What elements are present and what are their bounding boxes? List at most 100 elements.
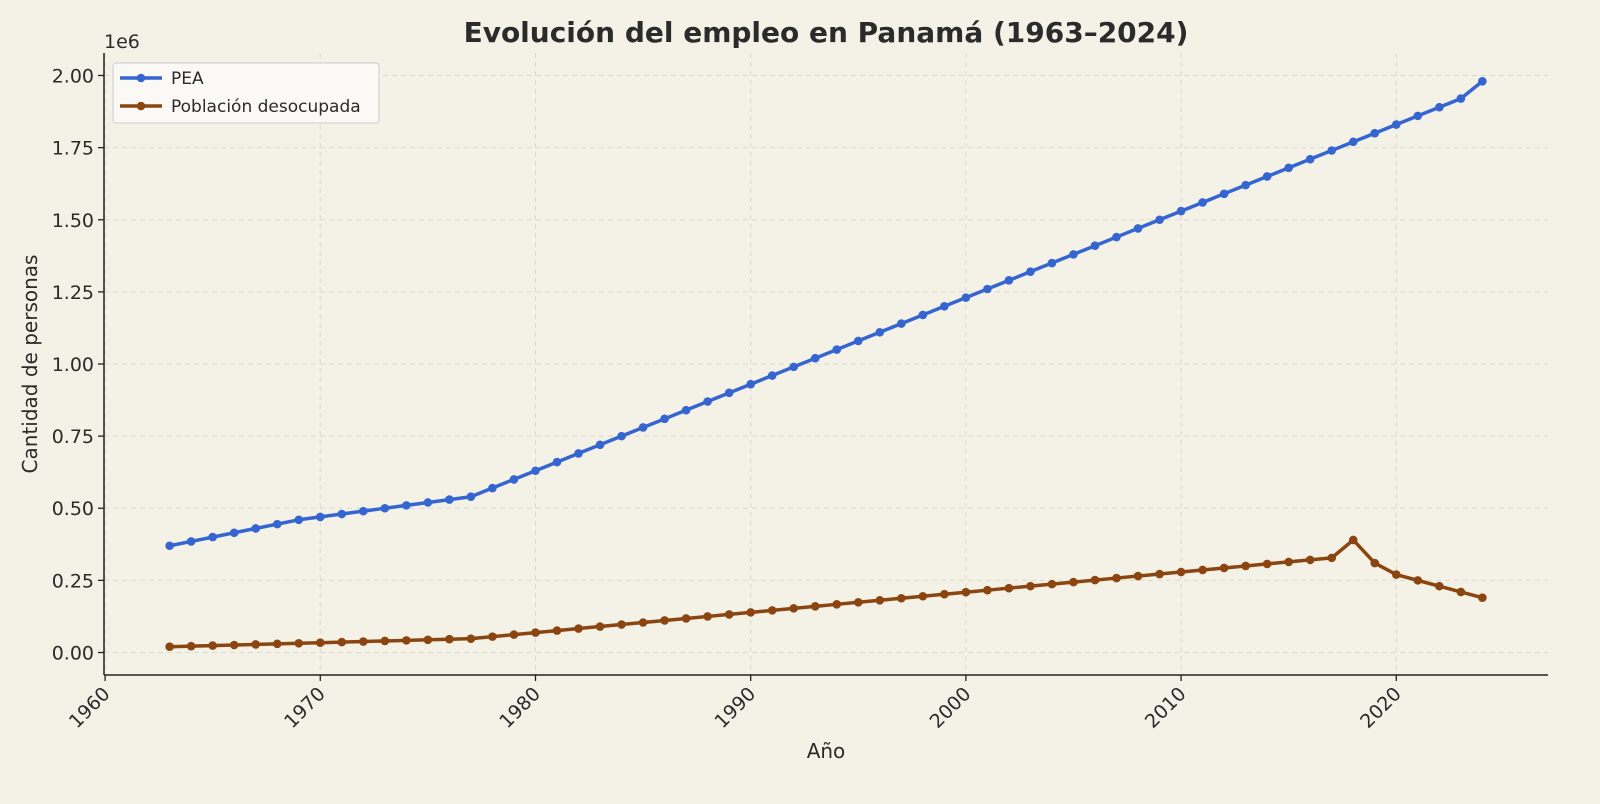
data-point <box>466 492 476 502</box>
data-point <box>552 626 562 635</box>
data-point <box>1069 577 1078 587</box>
data-point <box>940 589 949 599</box>
data-point <box>1435 581 1444 591</box>
data-point <box>509 475 519 484</box>
data-point <box>165 642 174 652</box>
series-line <box>169 538 1483 649</box>
data-point <box>1133 224 1143 233</box>
data-point <box>1133 571 1143 581</box>
data-point <box>595 622 605 631</box>
data-point <box>509 630 519 639</box>
data-point <box>488 632 497 641</box>
data-point <box>1198 198 1207 207</box>
data-point <box>875 327 885 337</box>
data-point <box>423 635 433 645</box>
data-point <box>767 371 777 380</box>
y-tick-label: 1.75 <box>52 138 94 160</box>
data-point <box>767 606 777 615</box>
data-point <box>1026 581 1035 591</box>
data-point <box>1413 111 1423 121</box>
y-tick-label: 2.00 <box>52 66 94 88</box>
y-tick-label: 0.00 <box>52 642 94 664</box>
data-point <box>272 519 282 529</box>
data-point <box>229 528 239 538</box>
legend: PEA Población desocupada <box>112 62 380 124</box>
legend-label: PEA <box>171 69 204 89</box>
x-tick-label: 1960 <box>65 683 115 733</box>
data-point <box>1478 593 1487 602</box>
data-point <box>380 503 390 513</box>
data-point <box>1112 573 1121 583</box>
data-point <box>337 637 347 647</box>
data-point <box>1305 154 1315 164</box>
x-tick-label: 1990 <box>710 683 760 733</box>
data-point <box>1069 250 1078 259</box>
data-point <box>1262 559 1272 569</box>
data-point <box>724 388 734 398</box>
data-point <box>294 515 304 525</box>
data-point <box>531 628 540 637</box>
data-point <box>1241 561 1250 571</box>
x-tick-label: 2000 <box>926 683 976 733</box>
data-point <box>488 483 497 493</box>
data-point <box>1435 102 1444 112</box>
data-point <box>1478 76 1487 86</box>
data-point <box>251 640 261 649</box>
data-point <box>961 293 971 302</box>
data-point <box>359 506 368 516</box>
chart-title: Evolución del empleo en Panamá (1963–202… <box>464 16 1189 49</box>
x-tick-label: 1980 <box>495 683 545 733</box>
data-point <box>423 498 433 507</box>
data-point <box>638 618 648 627</box>
y-axis-label: Cantidad de personas <box>18 255 42 474</box>
data-point <box>983 585 992 595</box>
data-point <box>1004 583 1014 593</box>
data-point <box>638 423 648 432</box>
data-point <box>1456 587 1466 597</box>
data-point <box>918 591 928 601</box>
y-tick-label: 0.50 <box>52 498 94 520</box>
data-point <box>1327 553 1337 563</box>
data-point <box>574 624 583 633</box>
y-offset-label: 1e6 <box>104 31 140 53</box>
data-point <box>1090 241 1100 251</box>
data-point <box>1219 189 1229 199</box>
data-point <box>1348 535 1358 545</box>
data-point <box>1198 565 1207 575</box>
data-point <box>1348 137 1358 147</box>
data-point <box>1284 557 1293 567</box>
data-point <box>445 495 454 504</box>
data-point <box>832 345 842 354</box>
legend-swatch-marker <box>136 101 146 111</box>
data-point <box>1456 94 1466 103</box>
y-tick-label: 0.75 <box>52 426 94 448</box>
data-point <box>466 634 476 643</box>
data-point <box>853 597 863 607</box>
data-point <box>789 604 799 613</box>
y-tick-label: 1.50 <box>52 210 94 232</box>
data-point <box>810 353 820 363</box>
y-tick-label: 0.25 <box>52 570 94 592</box>
x-tick-label: 2020 <box>1356 683 1406 733</box>
data-point <box>402 501 411 510</box>
data-point <box>1370 558 1380 568</box>
data-point <box>832 600 842 609</box>
data-point <box>1155 215 1164 225</box>
data-point <box>918 310 928 320</box>
data-point <box>1090 575 1100 585</box>
data-point <box>681 614 691 623</box>
data-point <box>186 537 196 546</box>
series-0 <box>165 76 1487 551</box>
data-point <box>208 532 217 542</box>
data-point <box>983 284 992 294</box>
data-point <box>445 634 454 644</box>
data-point <box>531 466 540 476</box>
data-point <box>380 636 390 646</box>
data-point <box>1176 206 1186 216</box>
data-point <box>703 397 712 406</box>
series-group <box>165 76 1487 652</box>
data-point <box>1391 120 1401 129</box>
data-point <box>703 612 712 621</box>
data-point <box>1327 146 1337 155</box>
data-point <box>1155 569 1164 579</box>
